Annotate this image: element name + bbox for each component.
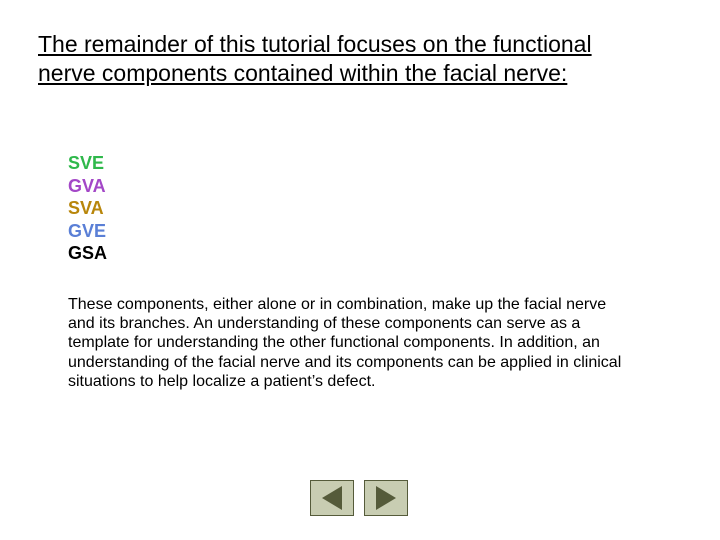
nav-controls xyxy=(310,480,408,516)
prev-button[interactable] xyxy=(310,480,354,516)
component-item: GVE xyxy=(68,220,107,243)
component-item: GVA xyxy=(68,175,107,198)
arrow-left-icon xyxy=(322,486,342,510)
component-item: SVE xyxy=(68,152,107,175)
body-paragraph: These components, either alone or in com… xyxy=(68,295,628,391)
intro-heading: The remainder of this tutorial focuses o… xyxy=(38,30,638,88)
component-item: SVA xyxy=(68,197,107,220)
arrow-right-icon xyxy=(376,486,396,510)
component-item: GSA xyxy=(68,242,107,265)
slide-container: The remainder of this tutorial focuses o… xyxy=(0,0,720,540)
next-button[interactable] xyxy=(364,480,408,516)
component-list: SVE GVA SVA GVE GSA xyxy=(68,152,107,265)
